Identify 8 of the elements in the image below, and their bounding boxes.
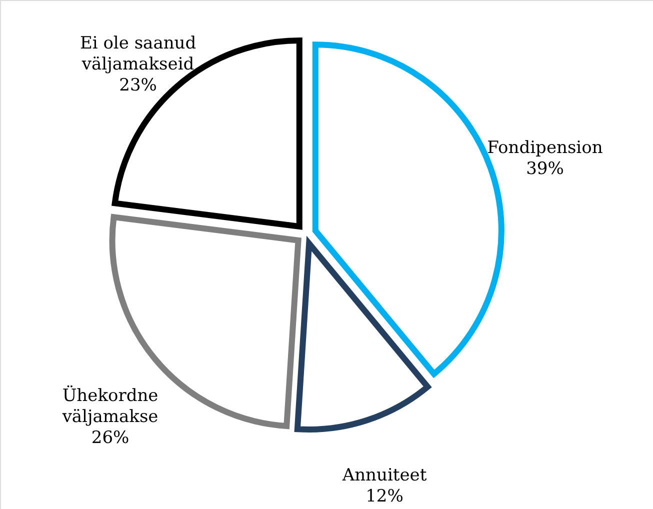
data-label: 26%	[91, 428, 130, 448]
slice-label: Fondipension	[487, 138, 603, 158]
slice-label: Ei ole saanud väljamakseid	[80, 33, 196, 74]
slice-label: Annuiteet	[341, 466, 427, 486]
data-label: 12%	[366, 486, 404, 507]
slice-label: Ühekordne väljamakse	[61, 384, 158, 427]
data-label: 39%	[526, 158, 564, 179]
data-label: 23%	[119, 75, 157, 96]
